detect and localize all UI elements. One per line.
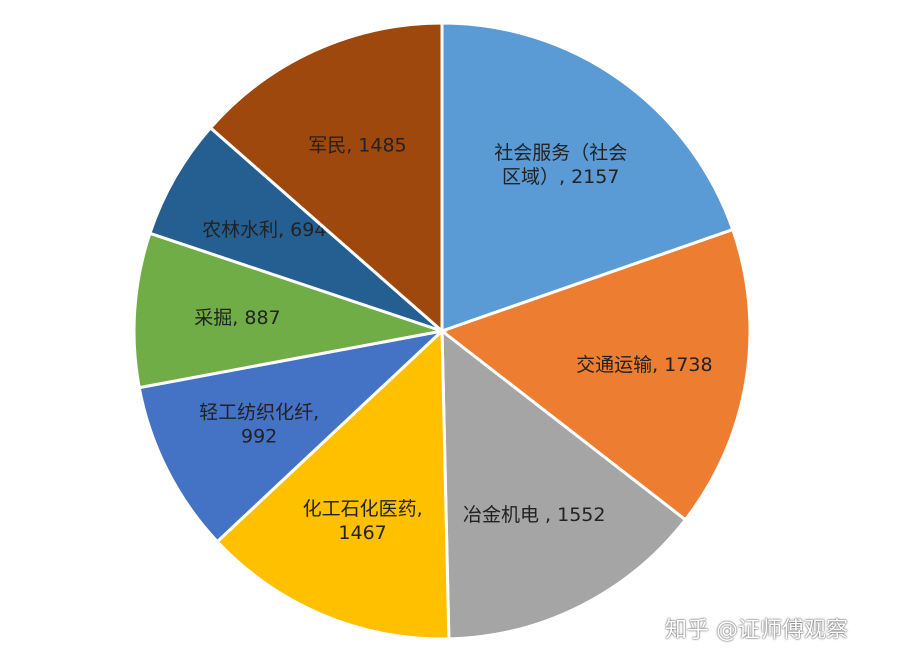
slice-label: 社会服务（社会区域）, 2157 [494, 142, 627, 188]
pie-slice [438, 227, 752, 522]
slice-label-line: 1467 [338, 522, 386, 544]
pie-slice [440, 327, 688, 641]
slice-label: 农林水利, 694 [202, 219, 326, 241]
pie-slice [215, 327, 451, 641]
slice-label-line: 轻工纺织化纤, [199, 402, 319, 424]
slice-label: 军民, 1485 [308, 134, 406, 156]
pie-slice [208, 21, 444, 335]
pie-slice [137, 328, 447, 544]
slice-label: 采掘, 887 [194, 307, 280, 329]
pie-slice [132, 231, 448, 390]
slice-label-line: 采掘, 887 [194, 307, 280, 329]
slice-label-line: 区域）, 2157 [502, 166, 619, 188]
slice-label: 化工石化医药, 1467 [303, 498, 423, 544]
slice-label-line: 交通运输, 1738 [576, 354, 712, 376]
slice-label-line: 军民, 1485 [308, 134, 406, 156]
slice-label-line: 农林水利, 694 [202, 219, 326, 241]
pie-slice [148, 125, 443, 333]
slice-label-line: 冶金机电 , 1552 [463, 504, 605, 526]
slice-label-line: 992 [241, 426, 277, 448]
watermark: 知乎 @证师傅观察 [665, 618, 848, 643]
slice-label: 交通运输, 1738 [576, 354, 712, 376]
slice-label: 冶金机电 , 1552 [463, 504, 605, 526]
slice-label-line: 社会服务（社会 [494, 142, 627, 164]
slice-label: 轻工纺织化纤, 992 [199, 402, 319, 448]
slice-label-line: 化工石化医药, [303, 498, 423, 520]
